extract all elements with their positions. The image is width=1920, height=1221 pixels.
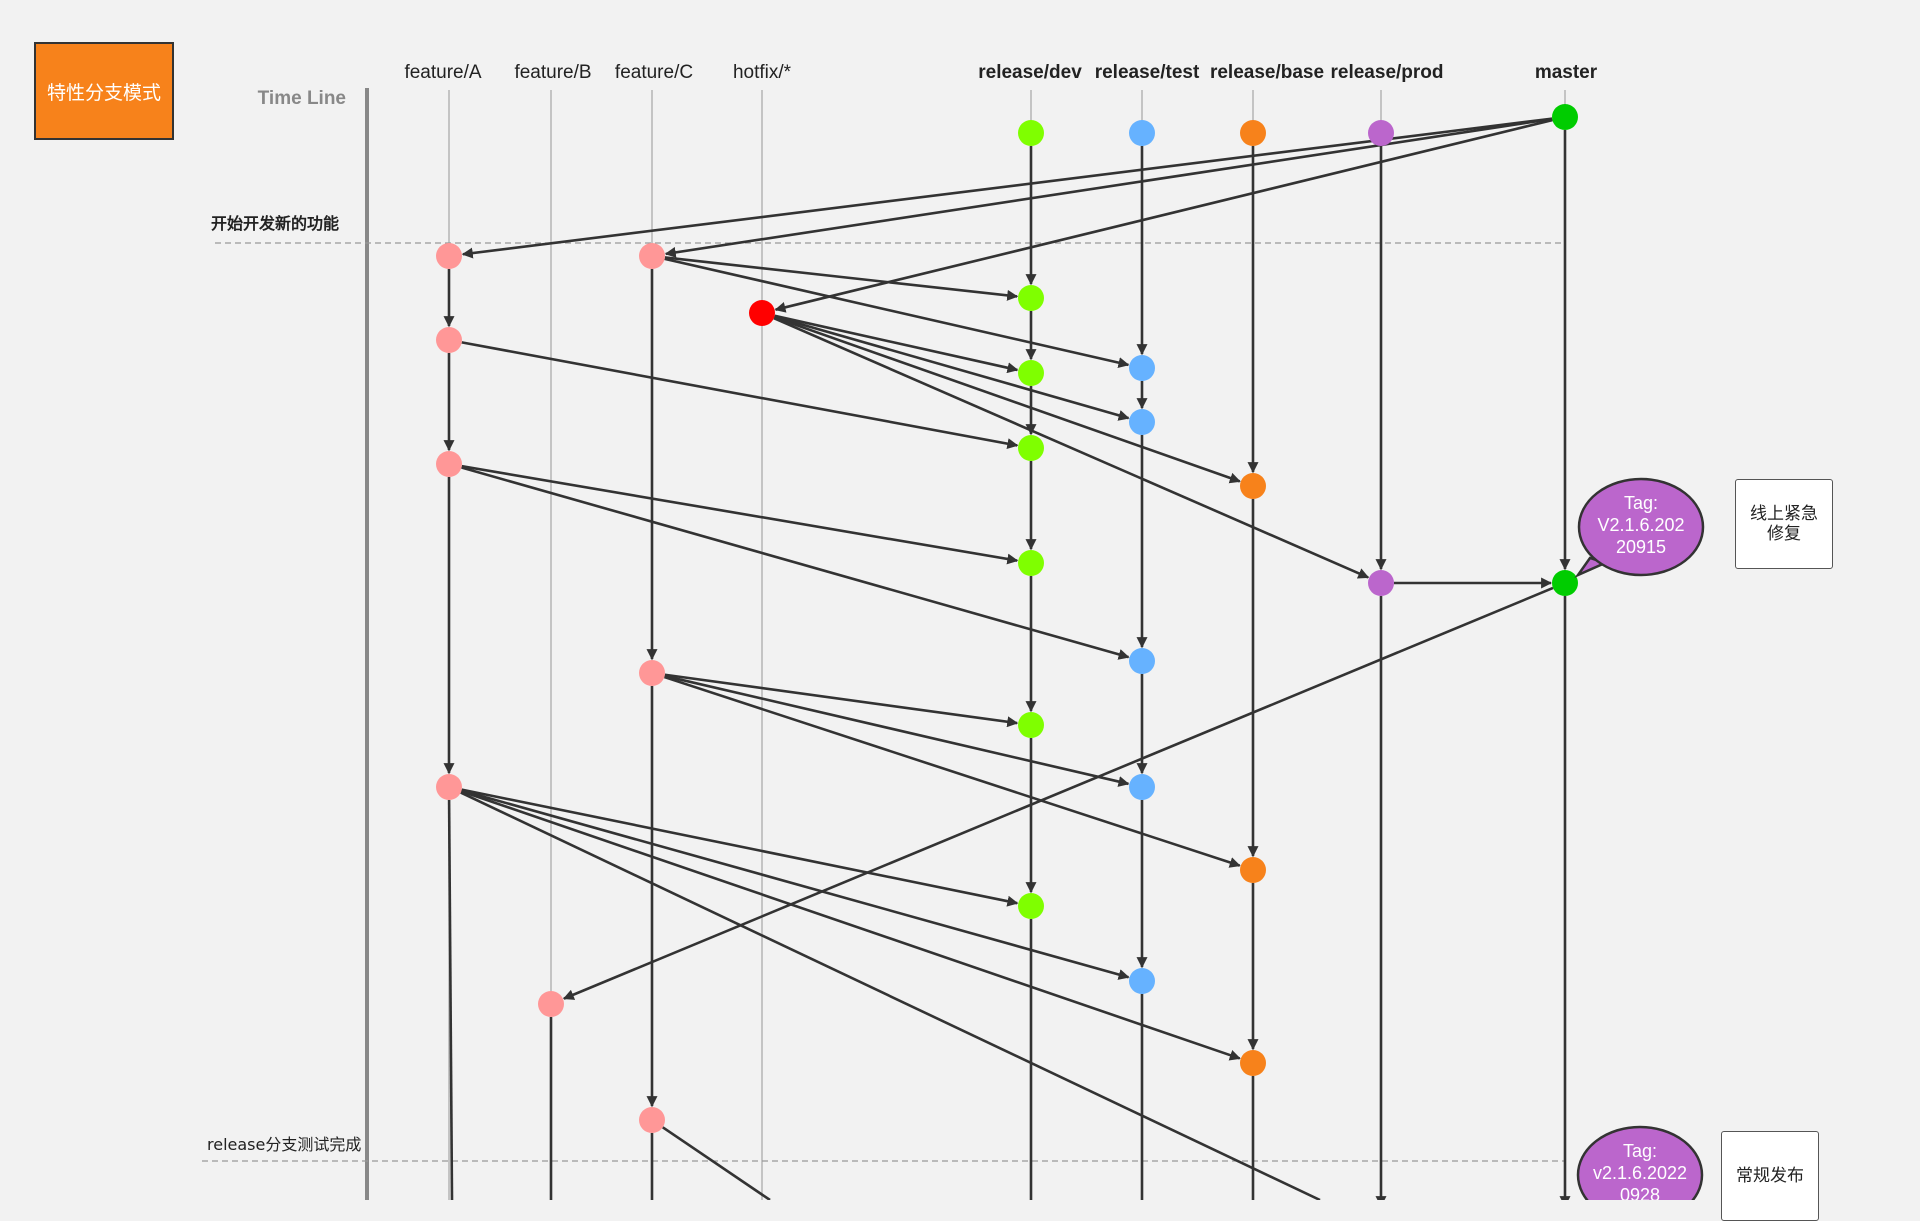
commit-node-base3 bbox=[1240, 1050, 1266, 1076]
edge-tail-0 bbox=[461, 793, 1320, 1200]
branch-label-hotfix: hotfix/* bbox=[733, 62, 792, 83]
edge-m0-h1 bbox=[776, 120, 1553, 310]
commit-node-base2 bbox=[1240, 857, 1266, 883]
branch-label-featureA: feature/A bbox=[404, 62, 481, 83]
commit-node-dev6 bbox=[1018, 893, 1044, 919]
diagram-title: 特性分支模式 bbox=[34, 42, 174, 140]
branch-label-base: release/base bbox=[1210, 62, 1324, 83]
branch-label-featureC: feature/C bbox=[615, 62, 693, 83]
edge-tail-1 bbox=[663, 1127, 770, 1200]
branch-label-featureB: feature/B bbox=[514, 62, 591, 83]
commit-node-test5 bbox=[1129, 968, 1155, 994]
commit-node-test0 bbox=[1129, 120, 1155, 146]
timeline-label: Time Line bbox=[258, 88, 346, 109]
edge-m1-b1 bbox=[564, 588, 1553, 999]
commit-node-test1 bbox=[1129, 355, 1155, 381]
edge-c2-test4 bbox=[665, 676, 1129, 784]
commit-node-test3 bbox=[1129, 648, 1155, 674]
edge-h1-prod1 bbox=[774, 318, 1368, 577]
tag-bubble-0: Tag: V2.1.6.202 20915 bbox=[1578, 479, 1703, 575]
commit-node-a1 bbox=[436, 243, 462, 269]
commit-node-h1 bbox=[749, 300, 775, 326]
commit-node-base0 bbox=[1240, 120, 1266, 146]
commit-node-c3 bbox=[639, 1107, 665, 1133]
edge-h1-dev2 bbox=[775, 316, 1018, 370]
edge-h1-base1 bbox=[774, 317, 1240, 481]
commit-node-prod1 bbox=[1368, 570, 1394, 596]
edge-a4-test5 bbox=[462, 791, 1129, 978]
branch-label-dev: release/dev bbox=[978, 62, 1082, 83]
commit-node-dev5 bbox=[1018, 712, 1044, 738]
commit-node-dev3 bbox=[1018, 435, 1044, 461]
commit-node-m1 bbox=[1552, 570, 1578, 596]
commit-node-m0 bbox=[1552, 104, 1578, 130]
commit-node-c2 bbox=[639, 660, 665, 686]
commit-node-a3 bbox=[436, 451, 462, 477]
commit-node-c1 bbox=[639, 243, 665, 269]
branch-label-test: release/test bbox=[1095, 62, 1200, 83]
hotfix-note: 线上紧急 修复 bbox=[1735, 479, 1833, 569]
commit-node-base1 bbox=[1240, 473, 1266, 499]
edge-c1-test1 bbox=[665, 259, 1129, 365]
commit-node-dev2 bbox=[1018, 360, 1044, 386]
commit-node-b1 bbox=[538, 991, 564, 1017]
branch-label-prod: release/prod bbox=[1331, 62, 1444, 83]
phase-label-1: release分支测试完成 bbox=[207, 1135, 361, 1154]
phase-label-0: 开始开发新的功能 bbox=[211, 214, 339, 233]
edge-a4-base3 bbox=[461, 791, 1239, 1058]
branch-label-master: master bbox=[1535, 62, 1598, 83]
commit-node-test4 bbox=[1129, 774, 1155, 800]
commit-node-test2 bbox=[1129, 409, 1155, 435]
edge-h1-test2 bbox=[774, 317, 1128, 419]
commit-node-dev4 bbox=[1018, 550, 1044, 576]
edge-m0-c1 bbox=[666, 119, 1552, 254]
edge-a2-dev3 bbox=[462, 342, 1017, 445]
tag-bubble-1: Tag: v2.1.6.2022 0928 bbox=[1578, 1127, 1702, 1200]
commit-node-a2 bbox=[436, 327, 462, 353]
commit-node-dev1 bbox=[1018, 285, 1044, 311]
commit-node-a4 bbox=[436, 774, 462, 800]
commit-node-dev0 bbox=[1018, 120, 1044, 146]
commit-node-prod0 bbox=[1368, 120, 1394, 146]
release-note: 常规发布 bbox=[1721, 1131, 1819, 1221]
